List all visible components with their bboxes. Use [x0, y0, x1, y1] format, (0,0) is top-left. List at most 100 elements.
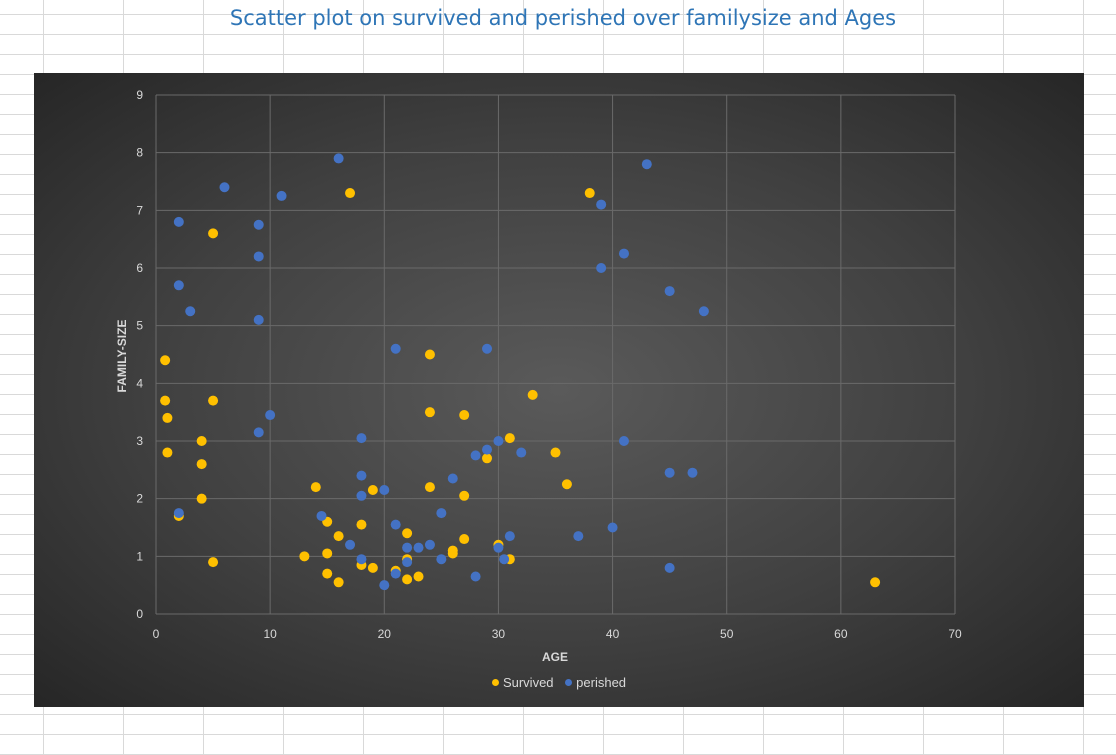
y-tick-label: 0	[136, 607, 143, 621]
data-point-survived[interactable]	[424, 407, 435, 418]
data-point-survived[interactable]	[333, 577, 344, 588]
data-point-perished[interactable]	[265, 410, 276, 421]
data-point-survived[interactable]	[208, 557, 219, 568]
data-point-survived[interactable]	[424, 482, 435, 493]
data-point-perished[interactable]	[253, 219, 264, 230]
data-point-perished[interactable]	[379, 485, 390, 496]
data-point-survived[interactable]	[402, 528, 413, 539]
data-point-perished[interactable]	[493, 542, 504, 553]
data-point-perished[interactable]	[424, 539, 435, 550]
data-point-perished[interactable]	[664, 562, 675, 573]
data-point-perished[interactable]	[664, 286, 675, 297]
data-point-perished[interactable]	[470, 571, 481, 582]
data-point-perished[interactable]	[447, 473, 458, 484]
y-tick-label: 4	[136, 376, 143, 390]
data-point-perished[interactable]	[253, 427, 264, 438]
data-point-survived[interactable]	[459, 534, 470, 545]
data-point-survived[interactable]	[196, 436, 207, 446]
data-point-survived[interactable]	[550, 447, 561, 458]
data-point-perished[interactable]	[253, 314, 264, 325]
data-point-perished[interactable]	[436, 554, 447, 565]
data-point-survived[interactable]	[527, 389, 538, 400]
data-point-survived[interactable]	[367, 485, 378, 496]
data-point-survived[interactable]	[333, 531, 344, 542]
data-point-survived[interactable]	[299, 551, 310, 562]
data-point-perished[interactable]	[316, 510, 327, 521]
data-point-perished[interactable]	[482, 343, 493, 354]
legend-marker-survived	[491, 679, 499, 686]
data-point-perished[interactable]	[345, 539, 356, 550]
data-point-survived[interactable]	[162, 412, 173, 423]
data-point-survived[interactable]	[870, 577, 881, 588]
data-point-perished[interactable]	[390, 343, 401, 354]
y-tick-label: 5	[136, 319, 143, 333]
x-tick-label: 30	[492, 627, 506, 641]
gridlines	[155, 94, 956, 615]
data-point-perished[interactable]	[499, 554, 510, 565]
data-point-survived[interactable]	[208, 228, 219, 239]
data-point-survived[interactable]	[504, 433, 515, 444]
data-point-perished[interactable]	[493, 436, 504, 446]
data-point-survived[interactable]	[561, 479, 572, 490]
x-tick-label: 70	[948, 627, 962, 641]
data-point-perished[interactable]	[402, 542, 413, 553]
data-point-perished[interactable]	[276, 190, 287, 201]
chart-legend: Survived perished	[34, 675, 1084, 690]
data-point-survived[interactable]	[160, 355, 171, 366]
data-points	[160, 153, 881, 591]
data-point-perished[interactable]	[379, 580, 390, 591]
data-point-survived[interactable]	[424, 349, 435, 360]
data-point-perished[interactable]	[618, 248, 629, 259]
data-point-perished[interactable]	[698, 306, 709, 317]
data-point-survived[interactable]	[196, 493, 207, 504]
data-point-survived[interactable]	[413, 571, 424, 582]
data-point-survived[interactable]	[322, 548, 333, 559]
data-point-survived[interactable]	[584, 188, 595, 199]
data-point-survived[interactable]	[459, 410, 470, 421]
data-point-survived[interactable]	[162, 447, 173, 458]
data-point-perished[interactable]	[641, 159, 652, 170]
data-point-perished[interactable]	[253, 251, 264, 262]
data-point-survived[interactable]	[310, 482, 321, 493]
data-point-survived[interactable]	[367, 562, 378, 573]
data-point-perished[interactable]	[356, 470, 367, 481]
data-point-perished[interactable]	[607, 522, 618, 533]
data-point-survived[interactable]	[356, 519, 367, 530]
data-point-perished[interactable]	[390, 568, 401, 579]
data-point-perished[interactable]	[664, 467, 675, 478]
data-point-perished[interactable]	[687, 467, 698, 478]
x-tick-label: 20	[378, 627, 392, 641]
data-point-perished[interactable]	[596, 263, 607, 273]
data-point-perished[interactable]	[413, 542, 424, 553]
data-point-perished[interactable]	[482, 444, 493, 455]
data-point-survived[interactable]	[322, 568, 333, 579]
data-point-perished[interactable]	[185, 306, 196, 317]
data-point-perished[interactable]	[173, 280, 184, 291]
data-point-perished[interactable]	[356, 554, 367, 565]
data-point-survived[interactable]	[459, 490, 470, 501]
scatter-plot: 0 10 20 30 40 50 60 70 0 1 2 3 4 5 6 7 8 9 AGE FAMILY-SI…	[115, 88, 962, 664]
data-point-perished[interactable]	[390, 519, 401, 530]
data-point-perished[interactable]	[516, 447, 527, 458]
data-point-perished[interactable]	[356, 433, 367, 444]
data-point-perished[interactable]	[402, 557, 413, 568]
data-point-perished[interactable]	[504, 531, 515, 542]
data-point-perished[interactable]	[596, 199, 607, 210]
data-point-survived[interactable]	[196, 459, 207, 470]
data-point-perished[interactable]	[333, 153, 344, 164]
chart-area[interactable]: 0 10 20 30 40 50 60 70 0 1 2 3 4 5 6 7 8 9 AGE FAMILY-SI…	[34, 73, 1084, 707]
data-point-perished[interactable]	[173, 216, 184, 227]
data-point-survived[interactable]	[482, 453, 493, 464]
data-point-survived[interactable]	[447, 548, 458, 559]
data-point-survived[interactable]	[160, 395, 171, 406]
data-point-perished[interactable]	[436, 508, 447, 519]
data-point-perished[interactable]	[356, 490, 367, 501]
data-point-perished[interactable]	[573, 531, 584, 542]
data-point-perished[interactable]	[173, 508, 184, 519]
data-point-perished[interactable]	[470, 450, 481, 461]
data-point-survived[interactable]	[402, 574, 413, 585]
data-point-perished[interactable]	[618, 436, 629, 446]
data-point-survived[interactable]	[208, 395, 219, 406]
data-point-perished[interactable]	[219, 182, 230, 193]
data-point-survived[interactable]	[345, 188, 356, 199]
